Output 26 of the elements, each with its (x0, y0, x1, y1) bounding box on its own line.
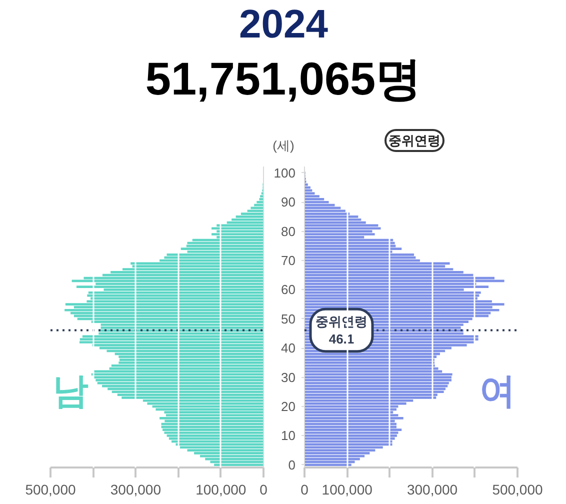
x-tick-label: 500,000 (492, 482, 544, 498)
y-tick-label: 70 (281, 253, 296, 268)
y-tick-label: 90 (281, 194, 296, 210)
x-tick-label: 300,000 (110, 482, 162, 498)
y-axis-title: (세) (272, 138, 294, 153)
series-label: 여 (480, 370, 516, 412)
y-tick-label: 40 (281, 340, 296, 356)
series-label: 남 (52, 370, 88, 412)
chart-subtitle: 51,751,065명 (145, 52, 422, 104)
y-tick-label: 50 (281, 311, 296, 326)
y-tick-label: 10 (281, 428, 296, 444)
y-tick-label: 0 (288, 457, 296, 472)
x-tick-label: 500,000 (25, 482, 76, 498)
x-tick-label: 100,000 (196, 482, 246, 498)
y-tick-label: 20 (281, 398, 296, 414)
y-tick-label: 80 (281, 224, 296, 239)
chart-title: 2024 (239, 2, 329, 46)
y-tick-label: 60 (281, 282, 296, 298)
y-tick-label: 30 (281, 370, 296, 385)
ref-line-label: 중위연령 46.1 (316, 314, 368, 346)
x-tick-label: 300,000 (406, 482, 458, 498)
text: 중위연령 (388, 133, 440, 148)
y-tick-label: 100 (274, 165, 296, 180)
x-tick-label: 0 (300, 482, 309, 498)
x-tick-label: 100,000 (322, 482, 373, 498)
x-tick-label: 0 (260, 482, 268, 498)
